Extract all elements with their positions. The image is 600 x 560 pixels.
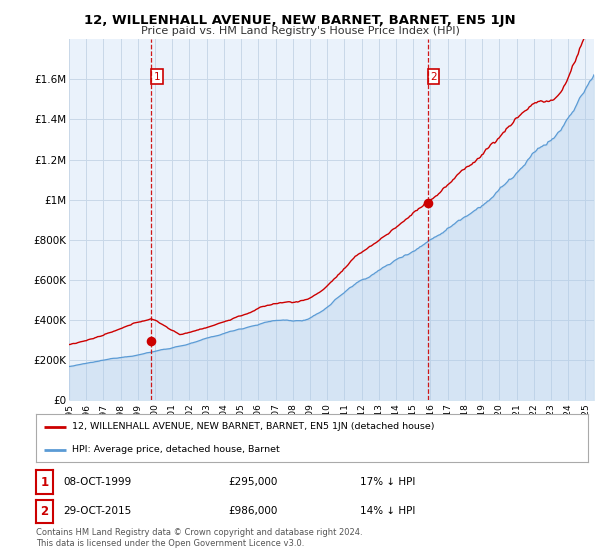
Text: 14% ↓ HPI: 14% ↓ HPI — [360, 506, 415, 516]
Text: 12, WILLENHALL AVENUE, NEW BARNET, BARNET, EN5 1JN: 12, WILLENHALL AVENUE, NEW BARNET, BARNE… — [84, 14, 516, 27]
Text: 1: 1 — [40, 475, 49, 489]
Text: 2: 2 — [40, 505, 49, 518]
Text: 12, WILLENHALL AVENUE, NEW BARNET, BARNET, EN5 1JN (detached house): 12, WILLENHALL AVENUE, NEW BARNET, BARNE… — [72, 422, 434, 431]
Point — [423, 198, 433, 207]
Text: £295,000: £295,000 — [228, 477, 277, 487]
Text: Contains HM Land Registry data © Crown copyright and database right 2024.
This d: Contains HM Land Registry data © Crown c… — [36, 528, 362, 548]
Text: £986,000: £986,000 — [228, 506, 277, 516]
Text: HPI: Average price, detached house, Barnet: HPI: Average price, detached house, Barn… — [72, 445, 280, 454]
Text: 29-OCT-2015: 29-OCT-2015 — [63, 506, 131, 516]
Point — [146, 337, 156, 346]
Text: Price paid vs. HM Land Registry's House Price Index (HPI): Price paid vs. HM Land Registry's House … — [140, 26, 460, 36]
Text: 08-OCT-1999: 08-OCT-1999 — [63, 477, 131, 487]
Text: 2: 2 — [430, 72, 437, 82]
Bar — [151, 39, 428, 400]
Text: 1: 1 — [154, 72, 161, 82]
Text: 17% ↓ HPI: 17% ↓ HPI — [360, 477, 415, 487]
